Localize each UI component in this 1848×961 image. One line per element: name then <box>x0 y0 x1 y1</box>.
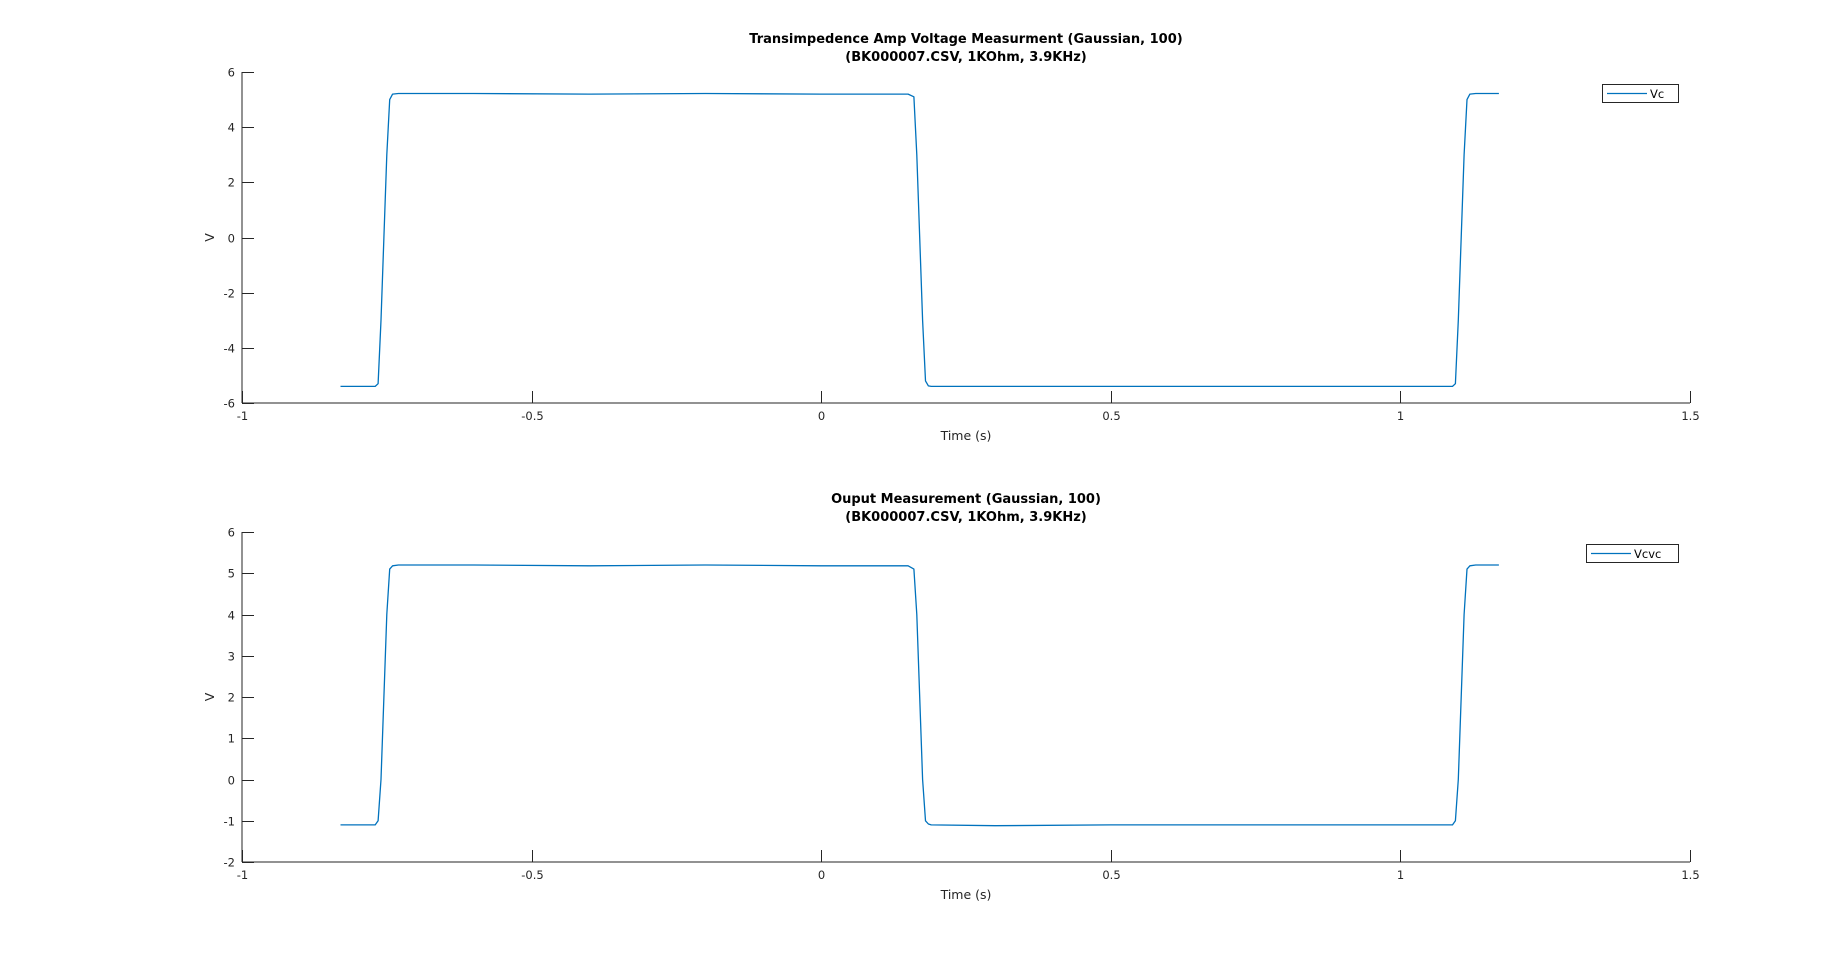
x-tick-label: 1.5 <box>1681 868 1699 882</box>
chart-transimpedance-voltage: Transimpedence Amp Voltage Measurment (G… <box>202 32 1700 443</box>
x-tick-label: -1 <box>237 409 248 423</box>
y-tick-label: 5 <box>228 567 235 581</box>
y-tick-label: 6 <box>228 66 235 80</box>
y-tick-label: 0 <box>228 232 235 246</box>
y-tick-label: 2 <box>228 176 235 190</box>
y-axis-label: V <box>202 692 217 701</box>
chart-title-line-2: (BK000007.CSV, 1KOhm, 3.9KHz) <box>845 510 1086 525</box>
y-tick-label: -6 <box>224 397 235 411</box>
y-tick-label: -4 <box>224 342 235 356</box>
x-axis-label: Time (s) <box>940 428 992 443</box>
y-tick-label: 4 <box>228 121 235 135</box>
y-tick-label: 0 <box>228 774 235 788</box>
y-tick-label: -2 <box>224 287 235 301</box>
x-tick-label: 0.5 <box>1102 868 1120 882</box>
legend-box <box>1586 544 1679 563</box>
chart-output-measurement: Ouput Measurement (Gaussian, 100) (BK0000… <box>202 492 1700 902</box>
x-tick-label: 1 <box>1397 409 1404 423</box>
x-tick-label: -1 <box>237 868 248 882</box>
chart-title-line-2: (BK000007.CSV, 1KOhm, 3.9KHz) <box>845 50 1086 65</box>
chart-title-line-1: Ouput Measurement (Gaussian, 100) <box>831 492 1101 507</box>
y-tick-label: -2 <box>224 856 235 870</box>
x-tick-label: 0 <box>818 868 825 882</box>
x-axis-label: Time (s) <box>940 887 992 902</box>
x-tick-label: -0.5 <box>521 409 543 423</box>
x-tick-label: 1.5 <box>1681 409 1699 423</box>
x-tick-label: -0.5 <box>521 868 543 882</box>
y-tick-label: 2 <box>228 691 235 705</box>
y-tick-label: -1 <box>224 815 235 829</box>
y-axis-label: V <box>202 233 217 242</box>
series-line-vc <box>340 92 1499 388</box>
y-tick-label: 6 <box>228 526 235 540</box>
series-line-vcvc <box>340 564 1499 827</box>
y-tick-label: 3 <box>228 650 235 664</box>
legend-label: Vcvc <box>1634 547 1661 561</box>
x-tick-label: 1 <box>1397 868 1404 882</box>
x-tick-label: 0 <box>818 409 825 423</box>
chart-title-line-1: Transimpedence Amp Voltage Measurment (G… <box>749 32 1182 47</box>
y-tick-label: 4 <box>228 609 235 623</box>
x-tick-label: 0.5 <box>1102 409 1120 423</box>
y-tick-label: 1 <box>228 732 235 746</box>
legend-label: Vc <box>1650 87 1664 101</box>
